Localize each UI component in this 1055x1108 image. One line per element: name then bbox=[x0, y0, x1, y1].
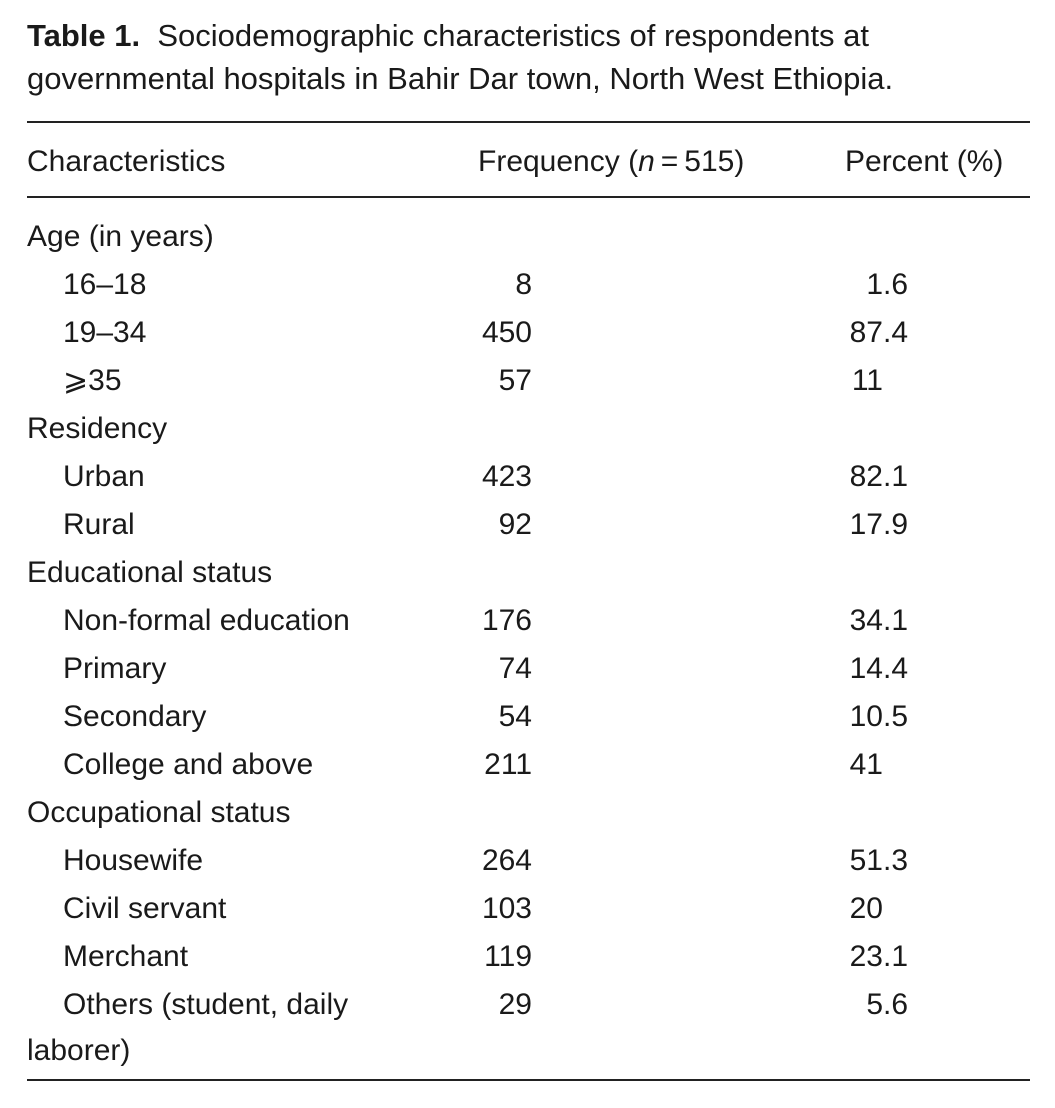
row-label: Merchant bbox=[63, 940, 189, 973]
percent-cell-integer: 87 bbox=[849, 316, 883, 349]
frequency-cell: 423 bbox=[481, 460, 532, 493]
frequency-cell: 211 bbox=[484, 748, 532, 781]
row-label: Secondary bbox=[63, 700, 207, 733]
frequency-cell: 74 bbox=[498, 652, 532, 685]
percent-cell-decimal: .1 bbox=[883, 604, 909, 637]
header-characteristics: Characteristics bbox=[27, 145, 226, 178]
percent-cell-decimal: .6 bbox=[883, 268, 909, 301]
header-frequency-suffix: = 515) bbox=[654, 145, 745, 178]
percent-cell-decimal: .1 bbox=[883, 940, 909, 973]
header-rule bbox=[27, 196, 1030, 198]
header-frequency-n: n bbox=[638, 145, 655, 178]
group-label: Age (in years) bbox=[27, 220, 214, 253]
frequency-cell: 176 bbox=[481, 604, 532, 637]
percent-cell-integer: 11 bbox=[851, 364, 883, 397]
percent-cell-integer: 51 bbox=[849, 844, 883, 877]
frequency-cell: 8 bbox=[515, 268, 532, 301]
table-group-row: Educational status bbox=[0, 549, 1055, 597]
percent-cell-integer: 41 bbox=[849, 748, 883, 781]
table-row: College and above 211 41 bbox=[0, 741, 1055, 789]
header-frequency-prefix: Frequency ( bbox=[478, 145, 639, 178]
row-label: Rural bbox=[63, 508, 135, 541]
header-frequency: Frequency (n = 515) bbox=[478, 140, 744, 184]
table-row: 19–34 450 87.4 bbox=[0, 309, 1055, 357]
table-row: Urban 423 82.1 bbox=[0, 453, 1055, 501]
row-label: 19–34 bbox=[63, 316, 147, 349]
header-percent: Percent (%) bbox=[845, 145, 1004, 178]
percent-cell-integer: 5 bbox=[866, 988, 883, 1021]
row-label: ⩾35 bbox=[63, 364, 122, 397]
table-group-row: Age (in years) bbox=[0, 213, 1055, 261]
percent-cell-integer: 20 bbox=[849, 892, 883, 925]
frequency-cell: 450 bbox=[481, 316, 532, 349]
percent-cell-integer: 10 bbox=[849, 700, 883, 733]
row-label: Civil servant bbox=[63, 892, 227, 925]
table-group-row: Occupational status bbox=[0, 789, 1055, 837]
percent-cell-decimal: .5 bbox=[883, 700, 909, 733]
frequency-cell: 29 bbox=[498, 988, 532, 1021]
frequency-cell: 119 bbox=[484, 940, 532, 973]
percent-cell-decimal: .3 bbox=[883, 844, 909, 877]
percent-cell-decimal: .6 bbox=[883, 988, 909, 1021]
row-label: Primary bbox=[63, 652, 167, 685]
top-rule bbox=[27, 121, 1030, 123]
group-label: Residency bbox=[27, 412, 168, 445]
table-row: Rural 92 17.9 bbox=[0, 501, 1055, 549]
table-caption: Table 1. Sociodemographic characteristic… bbox=[27, 14, 1037, 100]
table-row: Primary 74 14.4 bbox=[0, 645, 1055, 693]
frequency-cell: 54 bbox=[498, 700, 532, 733]
table-row: Merchant 119 23.1 bbox=[0, 933, 1055, 981]
frequency-cell: 57 bbox=[498, 364, 532, 397]
frequency-cell: 264 bbox=[481, 844, 532, 877]
table-row: 16–18 8 1.6 bbox=[0, 261, 1055, 309]
table-group-row: Residency bbox=[0, 405, 1055, 453]
table-row: Civil servant 103 20 bbox=[0, 885, 1055, 933]
row-label: Housewife bbox=[63, 844, 204, 877]
caption-text: Sociodemographic characteristics of resp… bbox=[27, 18, 894, 96]
table-row: Secondary 54 10.5 bbox=[0, 693, 1055, 741]
percent-cell-decimal: .4 bbox=[883, 652, 909, 685]
row-label: College and above bbox=[63, 748, 314, 781]
frequency-cell: 103 bbox=[481, 892, 532, 925]
table-row: Non-formal education 176 34.1 bbox=[0, 597, 1055, 645]
row-label: Urban bbox=[63, 460, 145, 493]
percent-cell-decimal: .9 bbox=[883, 508, 909, 541]
percent-cell-integer: 34 bbox=[849, 604, 883, 637]
table-row: Housewife 264 51.3 bbox=[0, 837, 1055, 885]
percent-cell-integer: 14 bbox=[849, 652, 883, 685]
group-label: Educational status bbox=[27, 556, 273, 589]
row-label-continued: laborer) bbox=[27, 1034, 131, 1067]
percent-cell-integer: 1 bbox=[866, 268, 883, 301]
row-label: Non-formal education bbox=[63, 604, 350, 637]
percent-cell-integer: 17 bbox=[849, 508, 883, 541]
percent-cell-integer: 82 bbox=[849, 460, 883, 493]
table-row: ⩾35 57 11 bbox=[0, 357, 1055, 405]
row-label: 16–18 bbox=[63, 268, 147, 301]
frequency-cell: 92 bbox=[498, 508, 532, 541]
row-label: Others (student, daily bbox=[63, 988, 349, 1021]
table-label: Table 1. bbox=[27, 18, 141, 53]
bottom-rule bbox=[27, 1079, 1030, 1081]
group-label: Occupational status bbox=[27, 796, 291, 829]
table-row: Others (student, daily 29 5.6 laborer) bbox=[0, 981, 1055, 1067]
percent-cell-decimal: .1 bbox=[883, 460, 909, 493]
percent-cell-integer: 23 bbox=[849, 940, 883, 973]
percent-cell-decimal: .4 bbox=[883, 316, 909, 349]
